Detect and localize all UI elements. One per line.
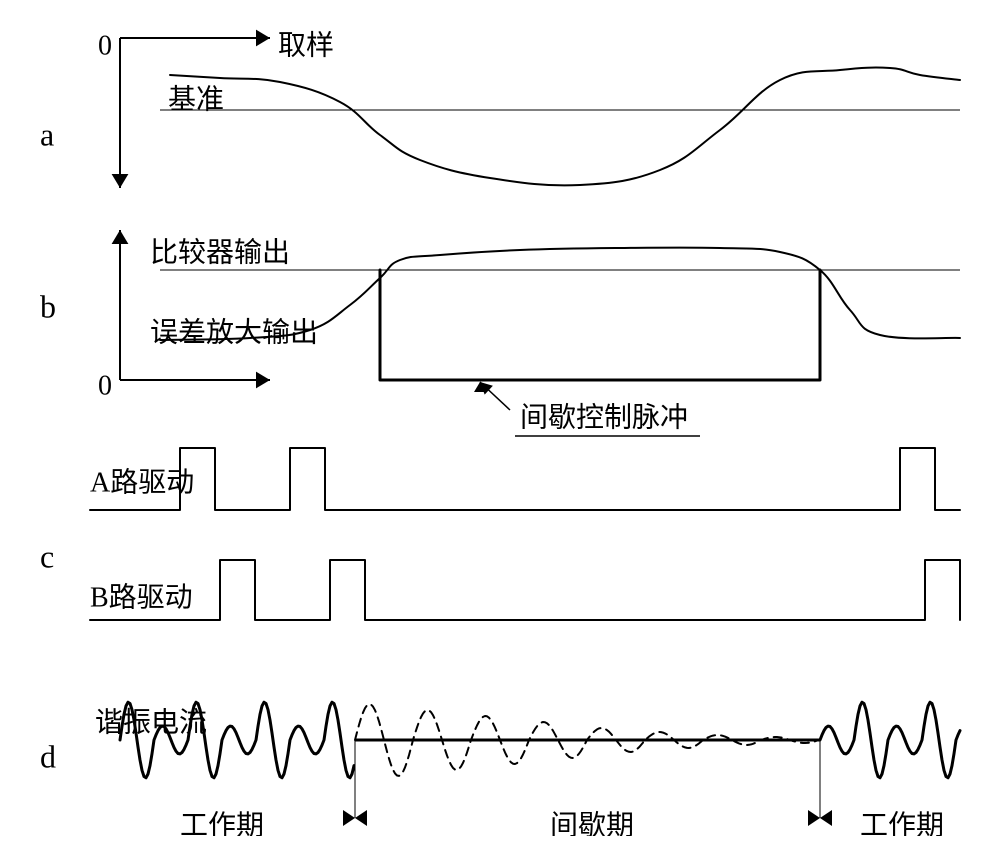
svg-text:间歇期: 间歇期 [550, 809, 634, 836]
svg-text:c: c [40, 538, 54, 574]
svg-text:a: a [40, 116, 54, 152]
svg-text:取样: 取样 [278, 29, 334, 61]
svg-text:误差放大输出: 误差放大输出 [150, 316, 318, 348]
timing-diagram: 0取样基准a比较器输出误差放大输出0b间歇控制脉冲A路驱动B路驱动cd谐振电流工… [20, 20, 980, 836]
svg-text:工作期: 工作期 [180, 809, 264, 836]
svg-text:工作期: 工作期 [860, 809, 944, 836]
svg-text:比较器输出: 比较器输出 [150, 236, 290, 268]
svg-text:B路驱动: B路驱动 [90, 581, 193, 613]
svg-text:0: 0 [98, 30, 112, 61]
svg-text:d: d [40, 738, 56, 774]
svg-text:0: 0 [98, 370, 112, 401]
svg-text:间歇控制脉冲: 间歇控制脉冲 [520, 401, 688, 433]
svg-text:基准: 基准 [168, 83, 224, 115]
svg-text:b: b [40, 288, 56, 324]
svg-text:A路驱动: A路驱动 [90, 466, 194, 498]
